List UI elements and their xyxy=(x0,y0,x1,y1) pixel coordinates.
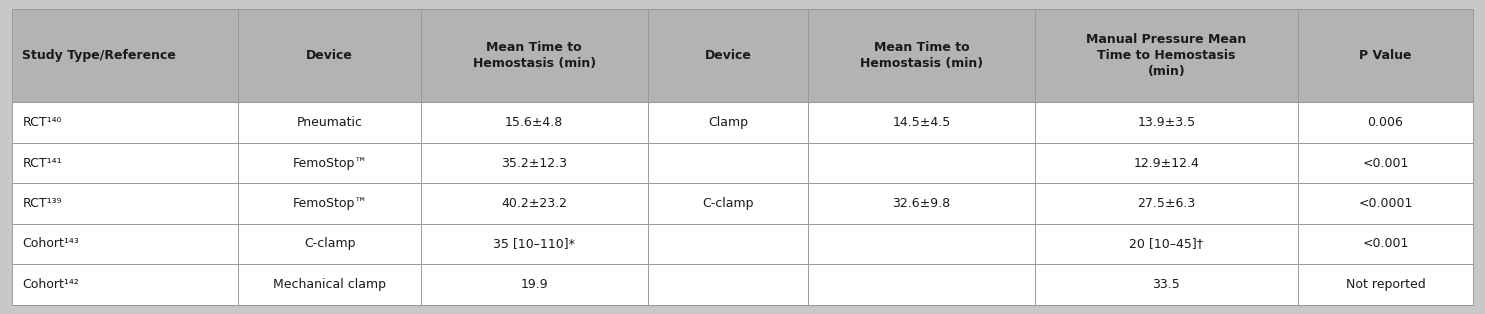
Text: Study Type/Reference: Study Type/Reference xyxy=(22,49,177,62)
Text: Mean Time to
Hemostasis (min): Mean Time to Hemostasis (min) xyxy=(860,41,983,70)
Bar xyxy=(12,102,1473,143)
Bar xyxy=(12,224,1473,264)
Text: 40.2±23.2: 40.2±23.2 xyxy=(502,197,567,210)
Text: Manual Pressure Mean
Time to Hemostasis
(min): Manual Pressure Mean Time to Hemostasis … xyxy=(1086,33,1246,78)
Text: Mean Time to
Hemostasis (min): Mean Time to Hemostasis (min) xyxy=(472,41,595,70)
Text: Cohort¹⁴²: Cohort¹⁴² xyxy=(22,278,79,291)
Text: Cohort¹⁴³: Cohort¹⁴³ xyxy=(22,237,79,251)
Text: 35.2±12.3: 35.2±12.3 xyxy=(502,157,567,170)
Text: 33.5: 33.5 xyxy=(1152,278,1181,291)
Text: 19.9: 19.9 xyxy=(520,278,548,291)
Text: RCT¹⁴⁰: RCT¹⁴⁰ xyxy=(22,116,62,129)
Text: Device: Device xyxy=(704,49,751,62)
Text: Pneumatic: Pneumatic xyxy=(297,116,362,129)
Text: P Value: P Value xyxy=(1359,49,1412,62)
Text: Clamp: Clamp xyxy=(708,116,748,129)
Text: <0.001: <0.001 xyxy=(1362,157,1409,170)
Text: RCT¹³⁹: RCT¹³⁹ xyxy=(22,197,62,210)
Text: RCT¹⁴¹: RCT¹⁴¹ xyxy=(22,157,62,170)
Text: 14.5±4.5: 14.5±4.5 xyxy=(892,116,950,129)
Text: 12.9±12.4: 12.9±12.4 xyxy=(1133,157,1200,170)
Text: FemoStop™: FemoStop™ xyxy=(293,197,367,210)
Bar xyxy=(12,143,1473,183)
Bar xyxy=(12,183,1473,224)
Text: C-clamp: C-clamp xyxy=(702,197,754,210)
Bar xyxy=(12,264,1473,305)
Text: 27.5±6.3: 27.5±6.3 xyxy=(1138,197,1195,210)
Text: 20 [10–45]†: 20 [10–45]† xyxy=(1129,237,1203,251)
Text: 13.9±3.5: 13.9±3.5 xyxy=(1138,116,1195,129)
Text: Device: Device xyxy=(306,49,353,62)
Bar xyxy=(12,9,1473,102)
Text: 32.6±9.8: 32.6±9.8 xyxy=(892,197,950,210)
Text: <0.001: <0.001 xyxy=(1362,237,1409,251)
Text: <0.0001: <0.0001 xyxy=(1359,197,1412,210)
Text: C-clamp: C-clamp xyxy=(304,237,355,251)
Text: Mechanical clamp: Mechanical clamp xyxy=(273,278,386,291)
Text: 15.6±4.8: 15.6±4.8 xyxy=(505,116,563,129)
Text: 35 [10–110]*: 35 [10–110]* xyxy=(493,237,575,251)
Text: 0.006: 0.006 xyxy=(1368,116,1403,129)
Text: Not reported: Not reported xyxy=(1345,278,1426,291)
Text: FemoStop™: FemoStop™ xyxy=(293,157,367,170)
